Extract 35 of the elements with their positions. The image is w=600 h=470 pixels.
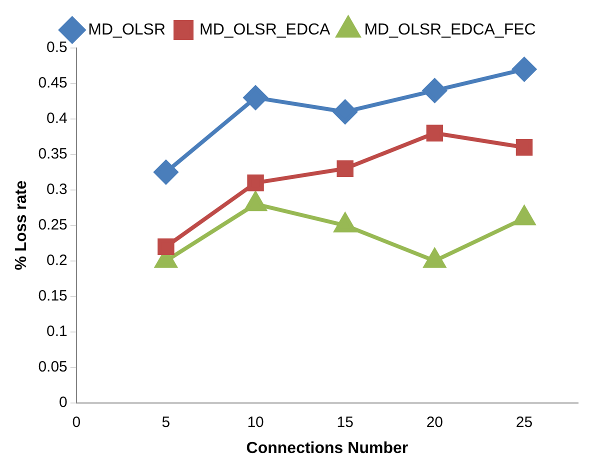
y-tick-label: 0.2 [46, 252, 68, 270]
legend-label: MD_OLSR_EDCA [200, 21, 331, 38]
y-tick-label: 0.45 [38, 74, 68, 92]
x-tick-label: 10 [247, 414, 264, 431]
x-axis-title: Connections Number [246, 440, 408, 457]
point [512, 57, 536, 82]
point [422, 78, 447, 103]
y-tick-label: 0.15 [38, 288, 68, 304]
legend-label: MD_OLSR_EDCA_FEC [364, 21, 536, 38]
point [334, 213, 356, 232]
y-axis-title: % Loss rate [13, 180, 30, 270]
y-tick-label: 0.4 [46, 110, 68, 128]
point [336, 160, 354, 177]
x-tick-label: 20 [426, 414, 444, 431]
y-tick-label: 0.3 [46, 181, 68, 198]
y-tick-label: 0 [59, 394, 68, 411]
y-tick-label: 0.35 [38, 146, 68, 163]
y-tick-label: 0.05 [38, 358, 68, 376]
x-tick-label: 5 [162, 414, 170, 431]
x-tick-label: 25 [516, 414, 533, 431]
y-tick-label: 0.25 [38, 216, 68, 234]
point [516, 138, 533, 156]
y-tick-label: 0.1 [46, 322, 68, 340]
x-tick-label: 15 [336, 414, 354, 431]
point [247, 174, 264, 192]
y-tick-label: 0.5 [46, 39, 68, 56]
point [154, 160, 178, 184]
point [244, 192, 266, 212]
point [514, 206, 535, 226]
point [424, 248, 446, 268]
x-tick-label: 0 [72, 414, 81, 431]
point [426, 124, 444, 142]
point [333, 100, 358, 124]
legend-label: MD_OLSR [88, 21, 166, 38]
point [244, 86, 268, 110]
